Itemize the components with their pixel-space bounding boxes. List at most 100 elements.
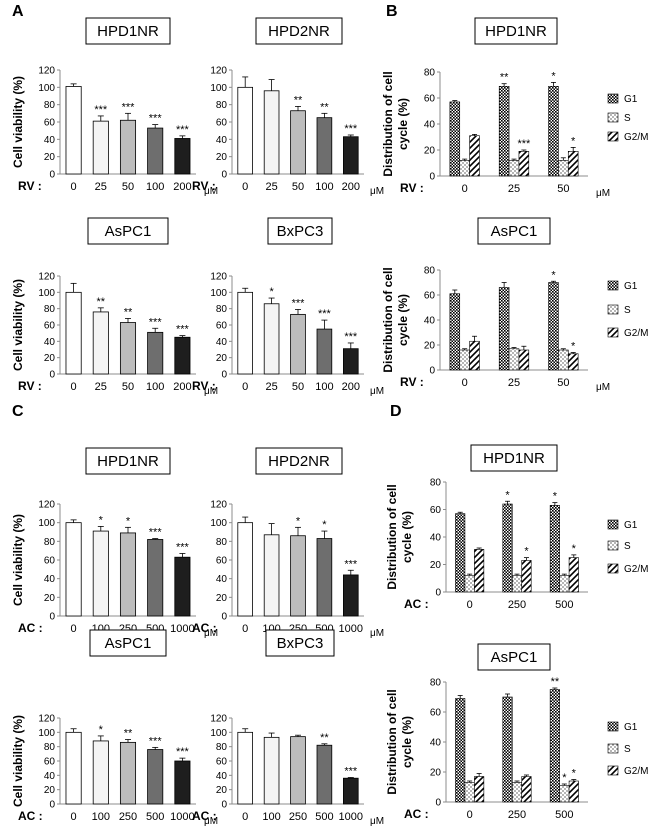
- y-tick-label: 0: [429, 366, 435, 377]
- x-tick-label: 1000: [170, 811, 194, 823]
- bar-s: [559, 575, 570, 593]
- unit-label: μM: [370, 628, 384, 639]
- bar: [237, 731, 253, 805]
- x-tick-label: 0: [71, 181, 77, 193]
- y-tick-label: 40: [44, 574, 56, 585]
- x-tick-label: 500: [146, 811, 164, 823]
- x-tick-label: 25: [265, 381, 277, 393]
- chart-title-box: [255, 17, 343, 45]
- y-tick-label: 120: [38, 272, 55, 283]
- x-tick-label: 100: [146, 381, 164, 393]
- panel-label-a: A: [12, 3, 24, 20]
- unit-label: μM: [204, 386, 218, 397]
- legend-label: S: [624, 305, 631, 316]
- bar-g1: [498, 287, 510, 371]
- treatment-label: AC :: [18, 621, 43, 635]
- y-tick-label: 80: [430, 678, 442, 689]
- y-tick-label: 80: [216, 304, 228, 315]
- x-tick-label: 100: [146, 181, 164, 193]
- x-tick-label: 0: [242, 181, 248, 193]
- bar: [174, 138, 191, 175]
- x-tick-label: 200: [173, 181, 191, 193]
- y-tick-label: 80: [44, 100, 56, 111]
- bar: [147, 331, 164, 375]
- legend-label: G1: [624, 722, 638, 733]
- legend-swatch: [607, 721, 619, 732]
- y-axis-label-line: cycle (%): [396, 98, 410, 150]
- significance-mark: *: [126, 515, 131, 527]
- bar: [290, 110, 306, 175]
- bar-g1: [455, 698, 466, 803]
- significance-mark: ***: [176, 746, 190, 758]
- legend-label: G2/M: [624, 564, 648, 575]
- bar-s: [558, 349, 569, 371]
- chart-title-box: [474, 17, 558, 45]
- x-tick-label: 500: [555, 599, 573, 611]
- bar: [174, 760, 191, 805]
- bar-s: [459, 349, 470, 371]
- bar: [92, 740, 109, 805]
- legend-label: G2/M: [624, 328, 648, 339]
- chart-title-box: [477, 643, 551, 671]
- significance-mark: ***: [149, 113, 163, 125]
- bar-g1: [502, 696, 513, 803]
- chart-title-box: [255, 447, 343, 475]
- bar: [65, 291, 82, 375]
- y-tick-label: 100: [38, 83, 55, 94]
- y-tick-label: 100: [210, 83, 227, 94]
- chart-title: AsPC1: [105, 223, 152, 240]
- y-tick-label: 20: [216, 593, 228, 604]
- legend-swatch: [607, 743, 619, 754]
- significance-mark: *: [562, 772, 567, 784]
- panel-label-b: B: [386, 3, 398, 20]
- bar: [237, 522, 253, 617]
- y-tick-label: 60: [430, 708, 442, 719]
- bar: [290, 535, 306, 617]
- significance-mark: *: [572, 543, 577, 555]
- bar-g1: [449, 101, 461, 177]
- legend-label: G1: [624, 94, 638, 105]
- bar-g2m: [567, 151, 579, 177]
- significance-mark: ***: [344, 558, 358, 570]
- legend-swatch: [607, 112, 619, 123]
- significance-mark: ***: [344, 765, 358, 777]
- bar: [174, 336, 191, 375]
- significance-mark: **: [320, 101, 329, 113]
- bar-g2m: [521, 560, 532, 593]
- y-tick-label: 20: [44, 785, 56, 796]
- y-axis-label: Cell viability (%): [11, 514, 25, 606]
- x-tick-label: 0: [242, 381, 248, 393]
- bar: [290, 313, 306, 375]
- bar-g2m: [469, 340, 480, 371]
- chart-title: BxPC3: [277, 223, 324, 240]
- bar-g2m: [521, 776, 532, 803]
- y-tick-label: 20: [424, 341, 436, 352]
- bar-g2m: [518, 349, 530, 371]
- y-tick-label: 100: [38, 518, 55, 529]
- y-tick-label: 80: [44, 537, 56, 548]
- y-tick-label: 40: [44, 337, 56, 348]
- treatment-label: RV :: [400, 181, 424, 195]
- y-tick-label: 120: [210, 714, 227, 725]
- bar: [237, 86, 253, 175]
- y-axis-label-line: Distribution of cell: [381, 267, 395, 372]
- legend-swatch: [607, 563, 619, 574]
- bar-g2m: [474, 776, 485, 803]
- x-tick-label: 500: [555, 809, 573, 821]
- bar: [147, 127, 164, 175]
- significance-mark: *: [551, 269, 556, 281]
- chart-title-box: [477, 217, 551, 245]
- y-tick-label: 100: [210, 518, 227, 529]
- y-tick-label: 120: [210, 500, 227, 511]
- legend-label: G2/M: [624, 132, 648, 143]
- bar: [263, 90, 280, 175]
- unit-label: μM: [204, 186, 218, 197]
- y-tick-label: 60: [424, 291, 436, 302]
- y-tick-label: 20: [430, 768, 442, 779]
- y-tick-label: 120: [38, 500, 55, 511]
- x-tick-label: 50: [122, 381, 134, 393]
- significance-mark: ***: [94, 104, 108, 116]
- significance-mark: ***: [149, 527, 163, 539]
